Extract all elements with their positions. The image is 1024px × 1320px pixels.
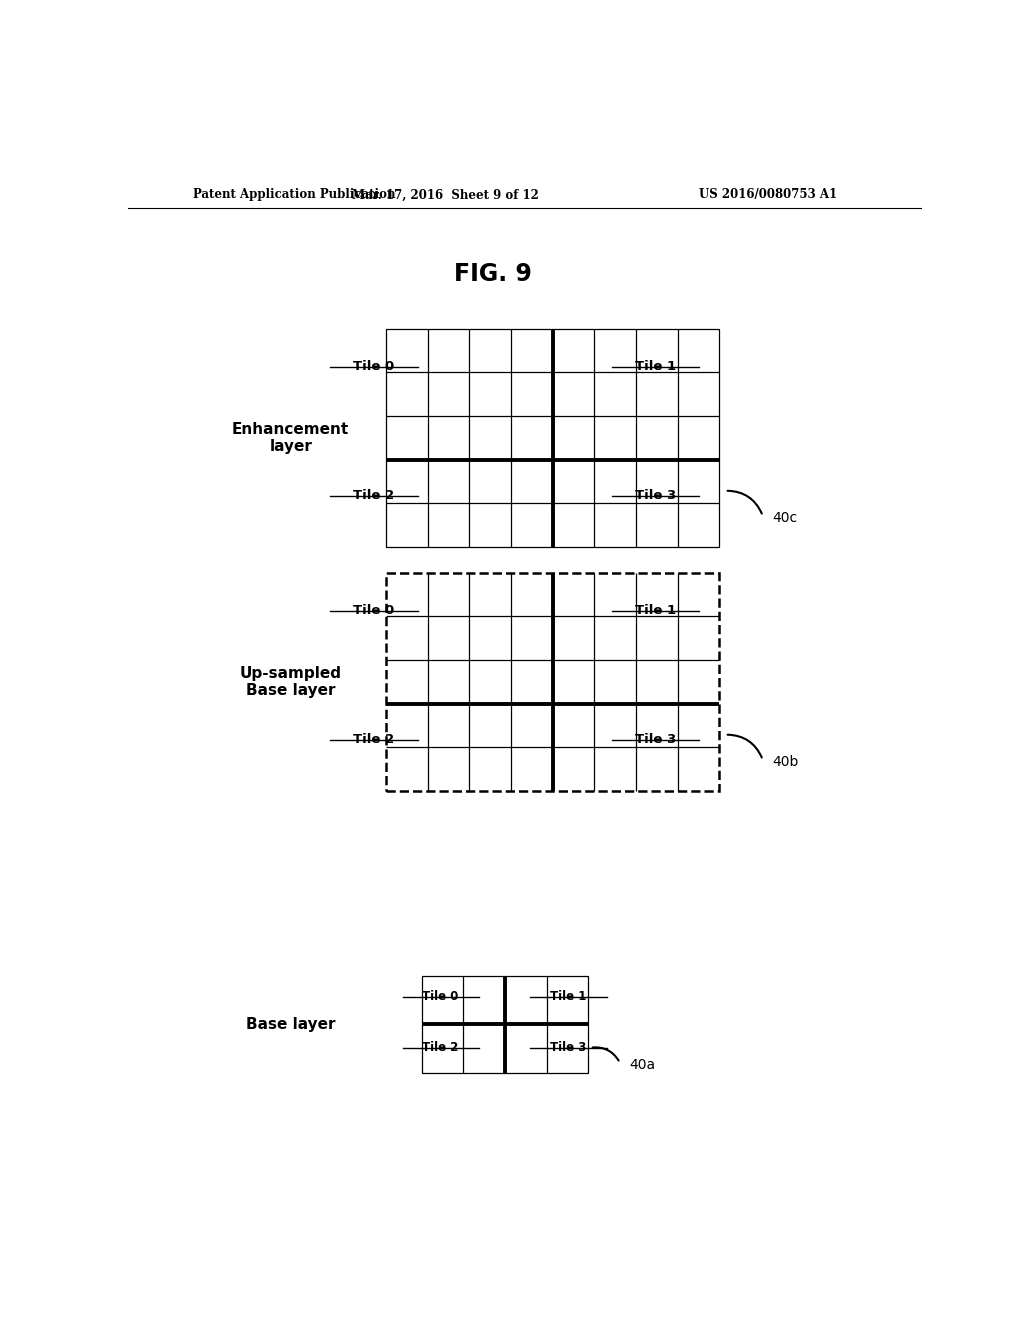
- Text: FIG. 9: FIG. 9: [454, 263, 532, 286]
- Text: Patent Application Publication: Patent Application Publication: [194, 189, 395, 202]
- Text: Tile 1: Tile 1: [635, 360, 676, 374]
- Text: Tile 3: Tile 3: [550, 1041, 587, 1055]
- Text: Tile 3: Tile 3: [635, 734, 677, 746]
- Text: Base layer: Base layer: [246, 1016, 336, 1032]
- Text: Up-sampled
Base layer: Up-sampled Base layer: [240, 665, 342, 698]
- Text: 40a: 40a: [630, 1059, 655, 1072]
- Text: Tile 1: Tile 1: [635, 605, 676, 618]
- Text: 40c: 40c: [772, 511, 798, 525]
- Text: Tile 0: Tile 0: [423, 990, 459, 1003]
- Text: Tile 0: Tile 0: [353, 360, 394, 374]
- Text: Tile 2: Tile 2: [353, 734, 394, 746]
- Text: Mar. 17, 2016  Sheet 9 of 12: Mar. 17, 2016 Sheet 9 of 12: [352, 189, 539, 202]
- Text: 40b: 40b: [772, 755, 799, 770]
- Text: Tile 0: Tile 0: [353, 605, 394, 618]
- Text: Tile 3: Tile 3: [635, 490, 677, 503]
- Text: US 2016/0080753 A1: US 2016/0080753 A1: [699, 189, 838, 202]
- Text: Enhancement
layer: Enhancement layer: [232, 421, 349, 454]
- Text: Tile 2: Tile 2: [423, 1041, 459, 1055]
- Text: Tile 1: Tile 1: [550, 990, 587, 1003]
- Text: Tile 2: Tile 2: [353, 490, 394, 503]
